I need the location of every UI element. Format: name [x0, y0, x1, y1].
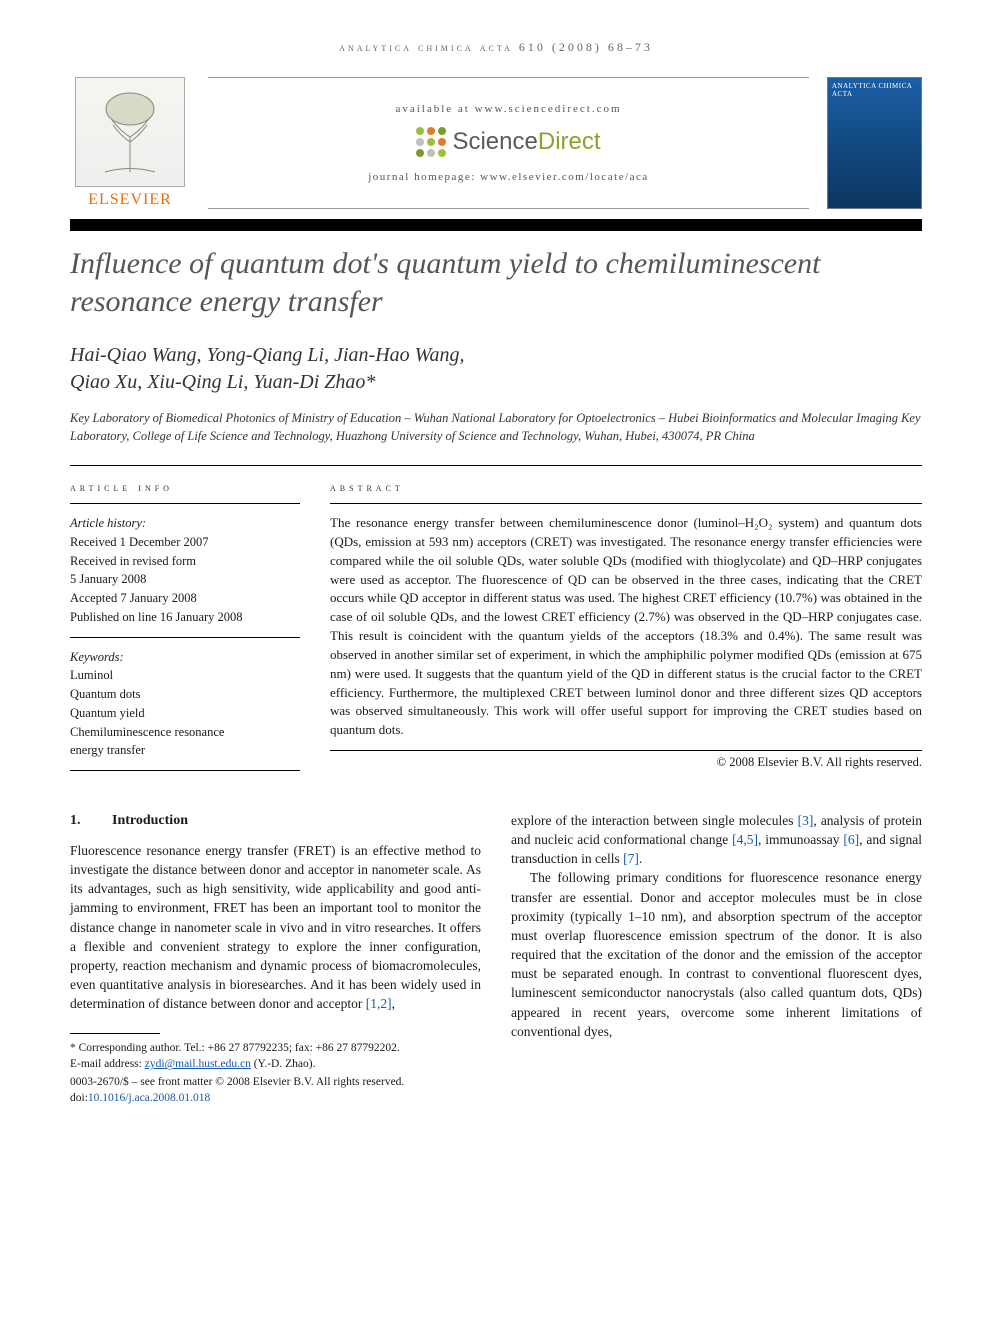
- front-matter-line: 0003-2670/$ – see front matter © 2008 El…: [70, 1076, 922, 1088]
- article-info-column: article info Article history: Received 1…: [70, 480, 300, 781]
- body-two-column: 1.Introduction Fluorescence resonance en…: [70, 811, 922, 1072]
- info-abstract-row: article info Article history: Received 1…: [70, 465, 922, 781]
- abstract-label: abstract: [330, 480, 922, 504]
- ref-link-1-2[interactable]: [1,2]: [366, 996, 392, 1011]
- abstract-text: The resonance energy transfer between ch…: [330, 514, 922, 751]
- ref-link-4-5[interactable]: [4,5]: [732, 832, 758, 847]
- keywords-block: Keywords: LuminolQuantum dotsQuantum yie…: [70, 648, 300, 772]
- sd-dot-icon: [416, 149, 424, 157]
- author-list: Hai-Qiao Wang, Yong-Qiang Li, Jian-Hao W…: [70, 342, 922, 396]
- history-line: Published on line 16 January 2008: [70, 608, 300, 627]
- journal-homepage: journal homepage: www.elsevier.com/locat…: [368, 171, 649, 183]
- sd-word-left: Science: [452, 128, 537, 155]
- publisher-logo-block: ELSEVIER: [70, 77, 190, 209]
- sd-word-right: Direct: [538, 128, 601, 155]
- keyword: energy transfer: [70, 741, 300, 760]
- article-info-label: article info: [70, 480, 300, 504]
- sciencedirect-block: available at www.sciencedirect.com Scien…: [208, 77, 809, 209]
- corresponding-author: * Corresponding author. Tel.: +86 27 877…: [70, 1040, 481, 1056]
- sciencedirect-logo: ScienceDirect: [416, 127, 600, 157]
- keyword: Quantum dots: [70, 685, 300, 704]
- footnote-separator: [70, 1033, 160, 1034]
- title-rule: [70, 219, 922, 231]
- cover-title: ANALYTICA CHIMICA ACTA: [832, 82, 917, 98]
- history-line: 5 January 2008: [70, 570, 300, 589]
- article-title: Influence of quantum dot's quantum yield…: [70, 245, 922, 320]
- publisher-name: ELSEVIER: [88, 191, 172, 209]
- email-link[interactable]: zydi@mail.hust.edu.cn: [145, 1058, 251, 1070]
- article-history: Article history: Received 1 December 200…: [70, 514, 300, 638]
- doi-link[interactable]: 10.1016/j.aca.2008.01.018: [88, 1092, 210, 1104]
- email-line: E-mail address: zydi@mail.hust.edu.cn (Y…: [70, 1056, 481, 1072]
- doi-line: doi:10.1016/j.aca.2008.01.018: [70, 1092, 922, 1104]
- intro-para-1-right: explore of the interaction between singl…: [511, 811, 922, 868]
- sd-dot-icon: [416, 138, 424, 146]
- sd-dot-icon: [427, 149, 435, 157]
- ref-link-7[interactable]: [7]: [623, 851, 639, 866]
- intro-para-2: The following primary conditions for flu…: [511, 868, 922, 1040]
- abstract-copyright: © 2008 Elsevier B.V. All rights reserved…: [330, 755, 922, 770]
- running-head: analytica chimica acta 610 (2008) 68–73: [70, 40, 922, 55]
- keywords-heading: Keywords:: [70, 648, 300, 667]
- body-col-right: explore of the interaction between singl…: [511, 811, 922, 1072]
- sd-dot-icon: [438, 127, 446, 135]
- sd-dot-icon: [427, 138, 435, 146]
- sd-dot-icon: [427, 127, 435, 135]
- history-line: Received in revised form: [70, 552, 300, 571]
- ref-link-6[interactable]: [6]: [843, 832, 859, 847]
- sd-dots-icon: [416, 127, 446, 157]
- section-1-title: Introduction: [112, 813, 188, 828]
- sd-dot-icon: [438, 149, 446, 157]
- authors-line-1: Hai-Qiao Wang, Yong-Qiang Li, Jian-Hao W…: [70, 342, 922, 369]
- history-line: Received 1 December 2007: [70, 533, 300, 552]
- keyword: Luminol: [70, 666, 300, 685]
- ref-link-3[interactable]: [3]: [798, 813, 814, 828]
- keyword: Quantum yield: [70, 704, 300, 723]
- history-heading: Article history:: [70, 514, 300, 533]
- intro-para-1-left: Fluorescence resonance energy transfer (…: [70, 841, 481, 1013]
- available-at: available at www.sciencedirect.com: [395, 103, 621, 115]
- journal-cover-thumb: ANALYTICA CHIMICA ACTA: [827, 77, 922, 209]
- keyword: Chemiluminescence resonance: [70, 723, 300, 742]
- footnotes: * Corresponding author. Tel.: +86 27 877…: [70, 1040, 481, 1072]
- history-line: Accepted 7 January 2008: [70, 589, 300, 608]
- section-1-num: 1.: [70, 811, 112, 831]
- affiliation: Key Laboratory of Biomedical Photonics o…: [70, 410, 922, 445]
- sd-dot-icon: [416, 127, 424, 135]
- abstract-column: abstract The resonance energy transfer b…: [330, 480, 922, 781]
- section-1-heading: 1.Introduction: [70, 811, 481, 831]
- body-col-left: 1.Introduction Fluorescence resonance en…: [70, 811, 481, 1072]
- sd-wordmark: ScienceDirect: [452, 128, 600, 156]
- authors-line-2: Qiao Xu, Xiu-Qing Li, Yuan-Di Zhao*: [70, 369, 922, 396]
- masthead: ELSEVIER available at www.sciencedirect.…: [70, 77, 922, 209]
- sd-dot-icon: [438, 138, 446, 146]
- elsevier-tree-icon: [75, 77, 185, 187]
